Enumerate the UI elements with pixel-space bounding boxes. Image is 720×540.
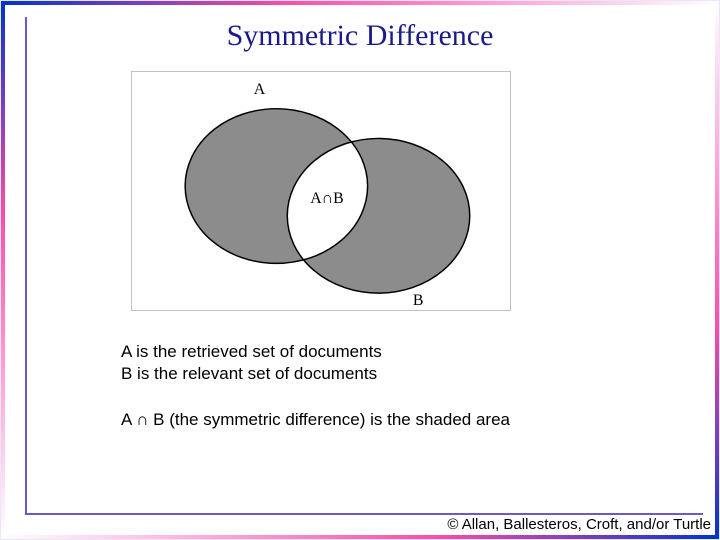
definition-b: B is the relevant set of documents — [121, 363, 679, 385]
symdiff-suffix: B (the symmetric difference) is the shad… — [148, 410, 510, 429]
intersection-symbol: ∩ — [136, 410, 148, 429]
label-b: B — [413, 292, 424, 309]
slide-title: Symmetric Difference — [1, 19, 719, 53]
definitions: A is the retrieved set of documents B is… — [121, 341, 679, 385]
symdiff-prefix: A — [121, 410, 136, 429]
border-right — [715, 1, 719, 539]
label-intersection: A∩B — [310, 190, 343, 207]
set-b-region — [287, 138, 469, 293]
venn-diagram: A A∩B B — [131, 71, 511, 311]
definition-a: A is the retrieved set of documents — [121, 341, 679, 363]
border-left — [1, 1, 5, 539]
border-bottom — [1, 535, 719, 539]
venn-svg: A A∩B B — [132, 72, 510, 310]
slide: Symmetric Difference A A∩B — [0, 0, 720, 540]
label-a: A — [254, 81, 266, 98]
border-top — [1, 1, 719, 5]
copyright: © Allan, Ballesteros, Croft, and/or Turt… — [447, 516, 711, 533]
symmetric-difference-text: A ∩ B (the symmetric difference) is the … — [121, 409, 679, 431]
